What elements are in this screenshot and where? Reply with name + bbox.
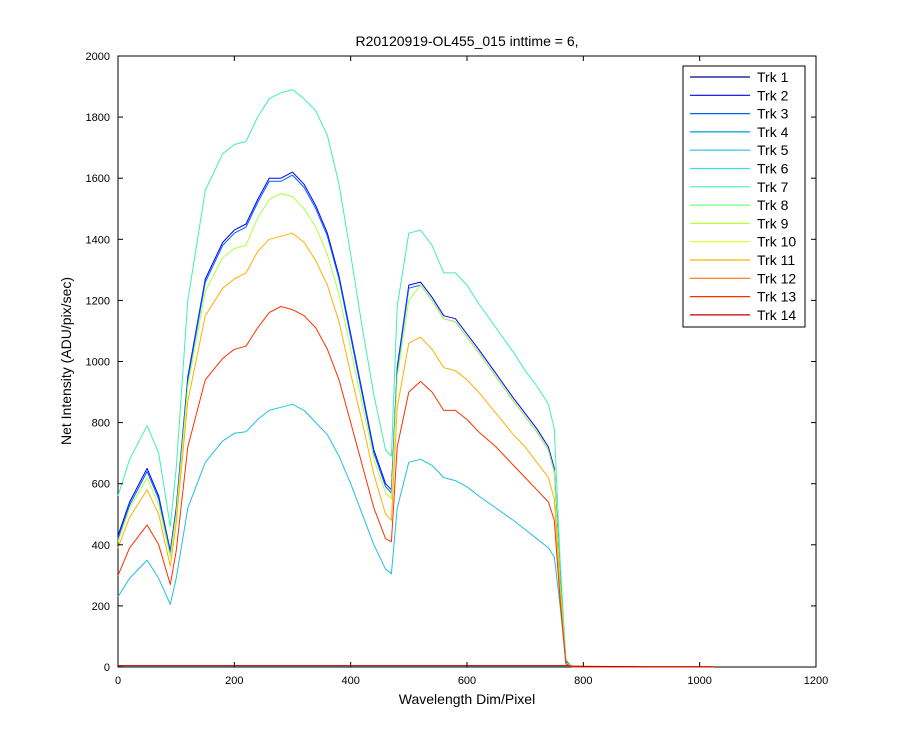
legend-label: Trk 9 bbox=[757, 215, 789, 231]
x-tick-label: 1000 bbox=[687, 675, 711, 687]
y-tick-label: 400 bbox=[92, 540, 110, 552]
series-line-trk-13 bbox=[117, 306, 714, 668]
x-tick-label: 400 bbox=[341, 675, 359, 687]
y-tick-label: 1600 bbox=[86, 173, 110, 185]
series-line-trk-5 bbox=[117, 403, 714, 668]
y-tick-label: 600 bbox=[92, 479, 110, 491]
legend-box bbox=[682, 65, 806, 328]
legend: Trk 1 Trk 2 Trk 3 Trk 4 Trk 5 Trk 6 Trk 7 Trk 8… bbox=[682, 65, 806, 328]
y-tick-label: 200 bbox=[92, 601, 110, 613]
x-tick-label: 1200 bbox=[804, 675, 828, 687]
legend-label: Trk 14 bbox=[757, 307, 796, 323]
legend-label: Trk 3 bbox=[757, 106, 789, 122]
legend-label: Trk 8 bbox=[757, 197, 789, 213]
x-tick-label: 0 bbox=[115, 675, 121, 687]
series-line-trk-14 bbox=[118, 665, 714, 668]
series-line-trk-7 bbox=[117, 89, 714, 668]
series-layer bbox=[117, 89, 714, 668]
y-tick-label: 0 bbox=[104, 662, 110, 674]
legend-label: Trk 11 bbox=[757, 252, 795, 268]
y-tick-label: 1800 bbox=[86, 112, 110, 124]
x-axis-label: Wavelength Dim/Pixel bbox=[399, 691, 535, 707]
legend-label: Trk 13 bbox=[757, 289, 796, 305]
legend-label: Trk 1 bbox=[757, 69, 789, 85]
y-tick-label: 800 bbox=[92, 418, 110, 430]
legend-label: Trk 4 bbox=[757, 124, 789, 140]
legend-label: Trk 7 bbox=[757, 179, 789, 195]
y-tick-label: 1200 bbox=[86, 295, 110, 307]
legend-label: Trk 5 bbox=[757, 142, 789, 158]
x-tick-label: 200 bbox=[225, 675, 243, 687]
x-axis-ticks: 0 200 400 600 800 1000 1200 bbox=[115, 56, 828, 687]
series-line-trk-11 bbox=[117, 232, 714, 668]
legend-label: Trk 6 bbox=[757, 161, 789, 177]
y-axis-label: Net Intensity (ADU/pix/sec) bbox=[58, 277, 74, 445]
y-tick-label: 1000 bbox=[86, 357, 110, 369]
series-line-trk-2 bbox=[117, 171, 714, 668]
legend-label: Trk 10 bbox=[757, 234, 796, 250]
legend-label: Trk 2 bbox=[757, 87, 789, 103]
y-tick-label: 2000 bbox=[86, 51, 110, 63]
series-line-trk-9 bbox=[117, 193, 714, 668]
y-axis-ticks: 0 200 400 600 800 1000 1200 1400 1600 1800 2000 bbox=[86, 51, 816, 674]
chart-title: R20120919-OL455_015 inttime = 6, bbox=[356, 33, 579, 49]
x-tick-label: 600 bbox=[458, 675, 476, 687]
legend-label: Trk 12 bbox=[757, 270, 796, 286]
x-tick-label: 800 bbox=[574, 675, 592, 687]
y-tick-label: 1400 bbox=[86, 234, 110, 246]
